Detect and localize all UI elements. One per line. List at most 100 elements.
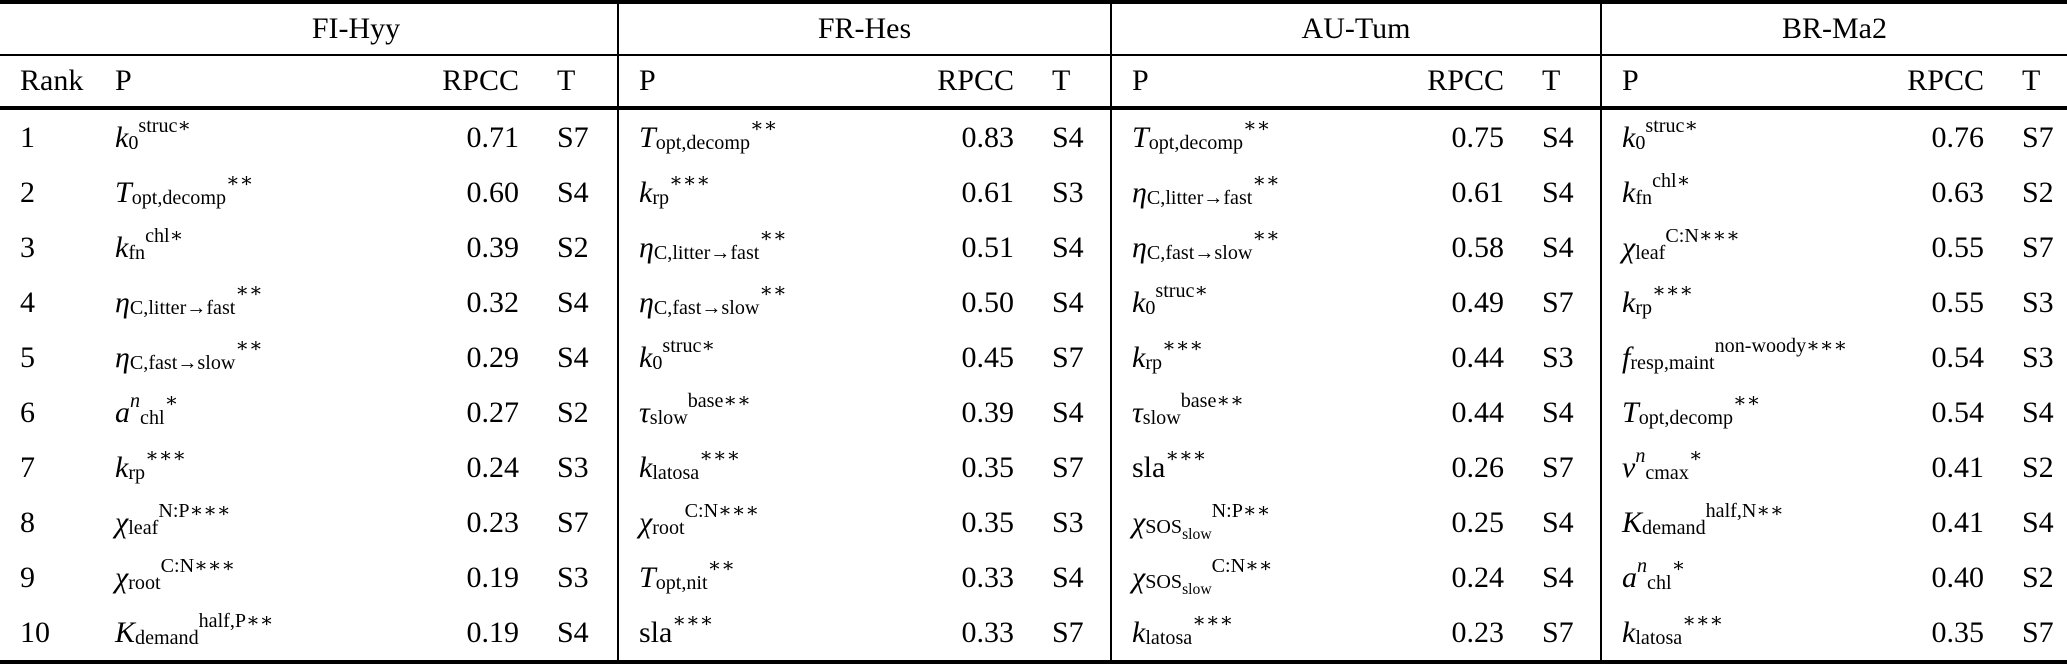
- param-cell: k 0 struc∗: [1110, 275, 1412, 330]
- rpcc-cell: 0.58: [1451, 230, 1505, 264]
- t-cell: S3: [557, 450, 589, 484]
- t-cell: S2: [557, 395, 589, 429]
- col-header-t-3: T: [1542, 64, 1561, 97]
- t-cell: S4: [1052, 395, 1084, 429]
- rank-cell: 5: [20, 340, 35, 374]
- rpcc-cell: 0.71: [466, 120, 520, 154]
- t-cell: S3: [1052, 505, 1084, 539]
- group-header-spacer: [0, 4, 95, 54]
- col-header-t-2: T: [1052, 64, 1071, 97]
- t-cell: S4: [557, 615, 589, 649]
- t-cell: S7: [2022, 230, 2054, 264]
- t-cell: S3: [1052, 175, 1084, 209]
- t-cell: S4: [1542, 505, 1574, 539]
- col-header-p-3: P: [1110, 56, 1412, 106]
- param-cell: χ leaf N:P∗∗∗: [115, 500, 231, 540]
- group-header-fr-hes: FR-Hes: [617, 4, 1110, 54]
- rpcc-cell: 0.61: [961, 175, 1015, 209]
- param-cell: a n chl ∗: [115, 390, 179, 430]
- t-cell: S7: [1052, 340, 1084, 374]
- param-cell: χ leaf C:N∗∗∗: [1600, 220, 1882, 275]
- rpcc-cell: 0.61: [1451, 175, 1505, 209]
- param-cell: τ slow base∗∗: [1110, 385, 1412, 440]
- param-cell: sla ∗∗∗: [1110, 440, 1412, 495]
- col-header-rpcc-1: RPCC: [442, 64, 519, 97]
- param-cell: χ root C:N∗∗∗: [617, 495, 922, 550]
- rpcc-cell: 0.83: [961, 120, 1015, 154]
- param-cell: k 0 struc∗: [115, 115, 192, 155]
- rpcc-cell: 0.44: [1451, 395, 1505, 429]
- rpcc-cell: 0.75: [1451, 120, 1505, 154]
- t-cell: S4: [557, 340, 589, 374]
- col-header-t-4: T: [2022, 64, 2041, 97]
- t-cell: S7: [1542, 615, 1574, 649]
- rpcc-cell: 0.39: [961, 395, 1015, 429]
- rank-cell: 1: [20, 120, 35, 154]
- rpcc-cell: 0.35: [1931, 615, 1985, 649]
- t-cell: S3: [2022, 285, 2054, 319]
- param-cell: η C,fast→slow ∗∗: [115, 335, 263, 375]
- rpcc-cell: 0.54: [1931, 395, 1985, 429]
- rpcc-cell: 0.60: [466, 175, 520, 209]
- col-header-rpcc-2: RPCC: [937, 64, 1014, 97]
- rpcc-cell: 0.25: [1451, 505, 1505, 539]
- rpcc-cell: 0.35: [961, 450, 1015, 484]
- t-cell: S4: [1052, 285, 1084, 319]
- rpcc-cell: 0.23: [466, 505, 520, 539]
- t-cell: S2: [2022, 560, 2054, 594]
- t-cell: S7: [557, 505, 589, 539]
- t-cell: S7: [2022, 120, 2054, 154]
- group-header-br-ma2: BR-Ma2: [1600, 4, 2067, 54]
- rank-cell: 8: [20, 505, 35, 539]
- rank-cell: 3: [20, 230, 35, 264]
- t-cell: S7: [557, 120, 589, 154]
- col-header-rank: Rank: [20, 64, 84, 97]
- t-cell: S4: [1542, 560, 1574, 594]
- param-cell: k rp ∗∗∗: [115, 445, 187, 485]
- rpcc-cell: 0.41: [1931, 450, 1985, 484]
- rpcc-cell: 0.33: [961, 560, 1015, 594]
- rank-cell: 4: [20, 285, 35, 319]
- rank-cell: 9: [20, 560, 35, 594]
- col-header-p-2: P: [617, 56, 922, 106]
- t-cell: S4: [2022, 395, 2054, 429]
- rpcc-cell: 0.41: [1931, 505, 1985, 539]
- param-cell: k 0 struc∗: [1600, 110, 1882, 165]
- t-cell: S4: [1542, 230, 1574, 264]
- param-cell: k rp ∗∗∗: [617, 165, 922, 220]
- rpcc-cell: 0.45: [961, 340, 1015, 374]
- rule-below-column-headers: [0, 106, 2067, 110]
- rpcc-cell: 0.35: [961, 505, 1015, 539]
- param-cell: χ SOSslow N:P∗∗: [1110, 495, 1412, 550]
- rpcc-cell: 0.33: [961, 615, 1015, 649]
- rpcc-cell: 0.32: [466, 285, 520, 319]
- param-cell: v n cmax ∗: [1600, 440, 1882, 495]
- param-cell: k latosa ∗∗∗: [1110, 605, 1412, 660]
- t-cell: S4: [557, 175, 589, 209]
- t-cell: S2: [2022, 450, 2054, 484]
- t-cell: S4: [1542, 175, 1574, 209]
- param-cell: a n chl ∗: [1600, 550, 1882, 605]
- param-cell: η C,fast→slow ∗∗: [1110, 220, 1412, 275]
- rpcc-cell: 0.23: [1451, 615, 1505, 649]
- col-header-p-1: P: [115, 64, 132, 97]
- rpcc-cell: 0.44: [1451, 340, 1505, 374]
- rpcc-cell: 0.29: [466, 340, 520, 374]
- rpcc-cell: 0.24: [1451, 560, 1505, 594]
- param-cell: sla ∗∗∗: [617, 605, 922, 660]
- param-cell: k 0 struc∗: [617, 330, 922, 385]
- t-cell: S7: [1542, 285, 1574, 319]
- rpcc-cell: 0.55: [1931, 285, 1985, 319]
- param-cell: η C,litter→fast ∗∗: [115, 280, 263, 320]
- t-cell: S4: [1052, 230, 1084, 264]
- t-cell: S2: [2022, 175, 2054, 209]
- rpcc-cell: 0.19: [466, 615, 520, 649]
- param-cell: χ root C:N∗∗∗: [115, 555, 236, 595]
- param-cell: η C,litter→fast ∗∗: [617, 220, 922, 275]
